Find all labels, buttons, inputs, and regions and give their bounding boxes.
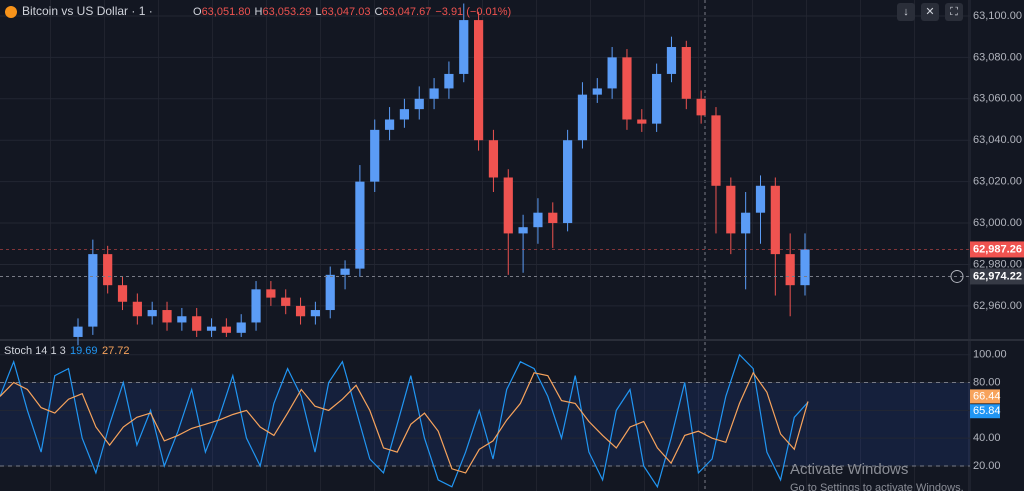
ohlc-value: 63,053.29 [262,6,311,18]
crosshair-price-box [970,268,1024,285]
y-tick-label: 63,040.00 [973,134,1022,146]
candle-body [88,254,98,327]
candle-body [177,316,187,323]
crosshair-price-label: 62,974.22 [973,270,1022,282]
candle-body [696,98,706,116]
ohlc-key: C [374,6,382,18]
candle-body [488,140,499,178]
stoch-line [0,353,809,489]
watermark-title: Activate Windows [790,461,908,478]
candle-body [518,227,528,234]
candle-body [236,322,246,333]
candle-body [340,268,350,275]
candle-body [563,140,573,224]
candle-body [162,310,172,323]
candle-body [444,73,454,89]
candle-body [770,185,780,255]
indicator-readout: 27.72 [102,345,130,357]
candle-body [429,88,439,99]
last-price-box [970,241,1024,258]
y-tick-label: 62,980.00 [973,258,1022,270]
last-value-box [970,389,1000,404]
candle-body [459,20,469,74]
candle-body [192,316,202,331]
watermark-subtitle: Go to Settings to activate Windows. [790,482,964,491]
candle-body [206,326,217,331]
indicator-title: Stoch 14 1 3 [4,345,66,357]
y-tick-label: 40.00 [973,432,1001,444]
last-price-label: 62,987.26 [973,243,1022,255]
candle-body [355,181,365,269]
candle-body [726,185,736,234]
candle-body [503,177,513,234]
candle-body [800,249,810,286]
candle-body [622,57,632,120]
candle-body [755,185,766,213]
candle-body [147,310,157,317]
last-value-box [970,404,1000,419]
last-value-label: 65.84 [973,405,1001,417]
fullscreen-button[interactable]: ⛶ [945,3,963,21]
candle-body [132,301,142,317]
candle-body [533,212,543,228]
candle-body [548,212,558,224]
candle-body [384,119,395,130]
indicator-readout: 19.69 [70,345,98,357]
crosshair-plus [950,269,964,283]
candle-body [310,310,320,317]
candle-body [681,47,691,99]
candle-body [399,109,410,120]
candle-body [592,88,602,95]
y-tick-label: 63,100.00 [973,10,1022,22]
change-value: −3.91 (−0.01%) [435,6,511,18]
stoch-band [0,382,970,466]
candle-body [117,285,128,302]
candle-body [711,115,721,186]
y-tick-label: 63,020.00 [973,176,1022,188]
y-tick-label: 63,000.00 [973,217,1022,229]
ohlc-value: 63,047.03 [322,6,371,18]
collapse-button[interactable]: ✕ [921,3,939,21]
candle-body [652,73,662,124]
download-button[interactable]: ↓ [897,3,915,21]
y-tick-label: 100.00 [973,349,1007,361]
candle-body [607,57,617,89]
ohlc-value: 63,051.80 [202,6,251,18]
stoch-line [0,371,809,474]
symbol-icon [5,6,17,18]
plot: 62,960.00 62,980.00 63,000.00 63,020.00 63,0… [0,3,1024,489]
candle-body [741,212,751,234]
y-tick-label: 80.00 [973,376,1001,388]
candle-body [325,274,335,311]
candle-body [577,94,588,141]
candle-body [295,305,306,317]
ohlc-readout: O 63,051.80 H 63,053.29 L 63,047.03 C 63,047.67… [193,6,511,18]
candle-body [281,297,291,306]
candle-body [666,47,677,74]
candle-body [73,326,83,337]
candle-body [370,129,380,182]
ohlc-key: O [193,6,202,18]
candle-body [785,254,795,286]
candle-body [103,254,113,286]
ohlc-value: 63,047.67 [382,6,431,18]
ohlc-key: L [315,6,321,18]
candle-body [251,289,261,323]
candle-body [221,326,231,333]
last-value-label: 66.44 [973,390,1001,402]
candle-body [473,20,484,141]
ohlc-key: H [255,6,263,18]
y-tick-label: 62,960.00 [973,300,1022,312]
candle-body [637,119,647,124]
y-tick-label: 20.00 [973,460,1001,472]
candle-body [414,98,424,110]
y-tick-label: 63,080.00 [973,51,1022,63]
background-grid [0,0,970,491]
symbol-title: Bitcoin vs US Dollar · 1 · [22,4,153,18]
candle-body [266,289,276,298]
y-tick-label: 63,060.00 [973,93,1022,105]
